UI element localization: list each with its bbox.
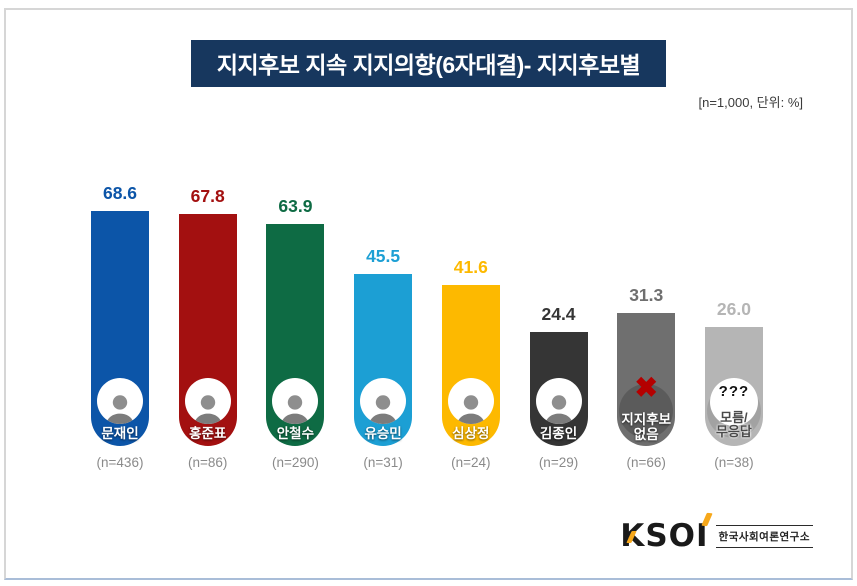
bar-value-label: 26.0 (716, 299, 751, 319)
chart-title: 지지후보 지속 지지의향(6자대결)- 지지후보별 (190, 40, 667, 87)
bar-value-label: 63.9 (278, 196, 313, 216)
bar-column-hong-junpyo: 67.8 홍준표 (n=86) (178, 152, 237, 470)
person-avatar-icon (275, 390, 315, 424)
bar-value-label: 68.6 (102, 183, 138, 203)
candidate-photo (184, 378, 231, 424)
dont-know-label: 모름/무응답 (715, 409, 752, 440)
bar-sample-label: (n=66) (626, 455, 666, 470)
no-support-label: 지지후보 없음 (621, 411, 672, 442)
no-support-x-icon: ✖ (634, 372, 658, 403)
candidate-name-label: 안철수 (276, 425, 315, 441)
ksoi-logo-text: KSOI (620, 512, 713, 552)
person-avatar-icon (451, 390, 491, 424)
bar-sample-label: (n=290) (271, 455, 319, 470)
bar-sample-label: (n=24) (451, 455, 491, 470)
candidate-name-label: 홍준표 (189, 425, 227, 441)
bar-sim-sangjung: 심상정 (441, 285, 500, 446)
candidate-name-label: 유승민 (364, 425, 402, 441)
bar-column-kim-jongin: 24.4 김종인 (n=29) (529, 152, 588, 470)
candidate-photo (272, 378, 319, 424)
bar-sample-label: (n=31) (363, 455, 403, 470)
bar-sample-label: (n=86) (188, 455, 228, 470)
bar-value-label: 31.3 (629, 285, 664, 305)
candidate-photo (97, 378, 143, 424)
person-avatar-icon (100, 390, 140, 424)
candidate-name-label: 김종인 (539, 425, 578, 441)
bar-value-label: 41.6 (453, 257, 488, 277)
bar-moon-jaein: 문재인 (91, 211, 149, 446)
ksoi-logo-org: 한국사회여론연구소 (715, 525, 813, 548)
bar-column-sim-sangjung: 41.6 심상정 (n=24) (441, 152, 500, 470)
bar-sample-label: (n=29) (538, 455, 579, 470)
bar-dont-know: ??? 모름/무응답 (704, 327, 763, 446)
bar-no-support: ✖ 지지후보 없음 (617, 313, 676, 446)
bar-column-dont-know: 26.0??? 모름/무응답 (n=38) (704, 152, 763, 470)
question-marks-label: ??? (718, 383, 750, 400)
candidate-name-label: 심상정 (452, 425, 490, 441)
bar-kim-jongin: 김종인 (529, 332, 588, 446)
bar-yoo-seungmin: 유승민 (354, 274, 413, 446)
unknown-circle (709, 378, 758, 426)
bar-ahn-cheolsoo: 안철수 (266, 224, 325, 446)
bar-column-no-support: 31.3 ✖ 지지후보 없음 (n=66) (617, 152, 676, 470)
bar-column-moon-jaein: 68.6 문재인 (n=436) (91, 152, 149, 470)
bar-hong-junpyo: 홍준표 (178, 214, 237, 446)
ksoi-orange-accent-icon (700, 512, 713, 527)
candidate-photo (360, 378, 407, 424)
slide-frame: 지지후보 지속 지지의향(6자대결)- 지지후보별 [n=1,000, 단위: … (4, 8, 853, 580)
bar-sample-label: (n=38) (714, 455, 754, 470)
ksoi-logo: KSOI 한국사회여론연구소 (620, 512, 813, 552)
bar-value-label: 24.4 (541, 304, 576, 324)
person-avatar-icon (363, 390, 403, 424)
bars-row: 68.6 문재인 (n=436) 67.8 홍준표 (n=86) 63.9 안철수 (n=290… (91, 152, 763, 470)
bar-value-label: 67.8 (190, 186, 225, 206)
sample-note: [n=1,000, 단위: %] (698, 95, 803, 110)
bar-inner-circle (619, 384, 674, 438)
bar-value-label: 45.5 (366, 246, 401, 266)
person-avatar-icon (539, 390, 579, 424)
person-avatar-icon (188, 390, 228, 424)
bar-column-yoo-seungmin: 45.5 유승민 (n=31) (354, 152, 413, 470)
bar-column-ahn-cheolsoo: 63.9 안철수 (n=290) (266, 152, 325, 470)
candidate-photo (447, 378, 494, 424)
candidate-photo (535, 378, 582, 424)
candidate-name-label: 문재인 (101, 425, 139, 441)
bar-sample-label: (n=436) (96, 455, 144, 470)
